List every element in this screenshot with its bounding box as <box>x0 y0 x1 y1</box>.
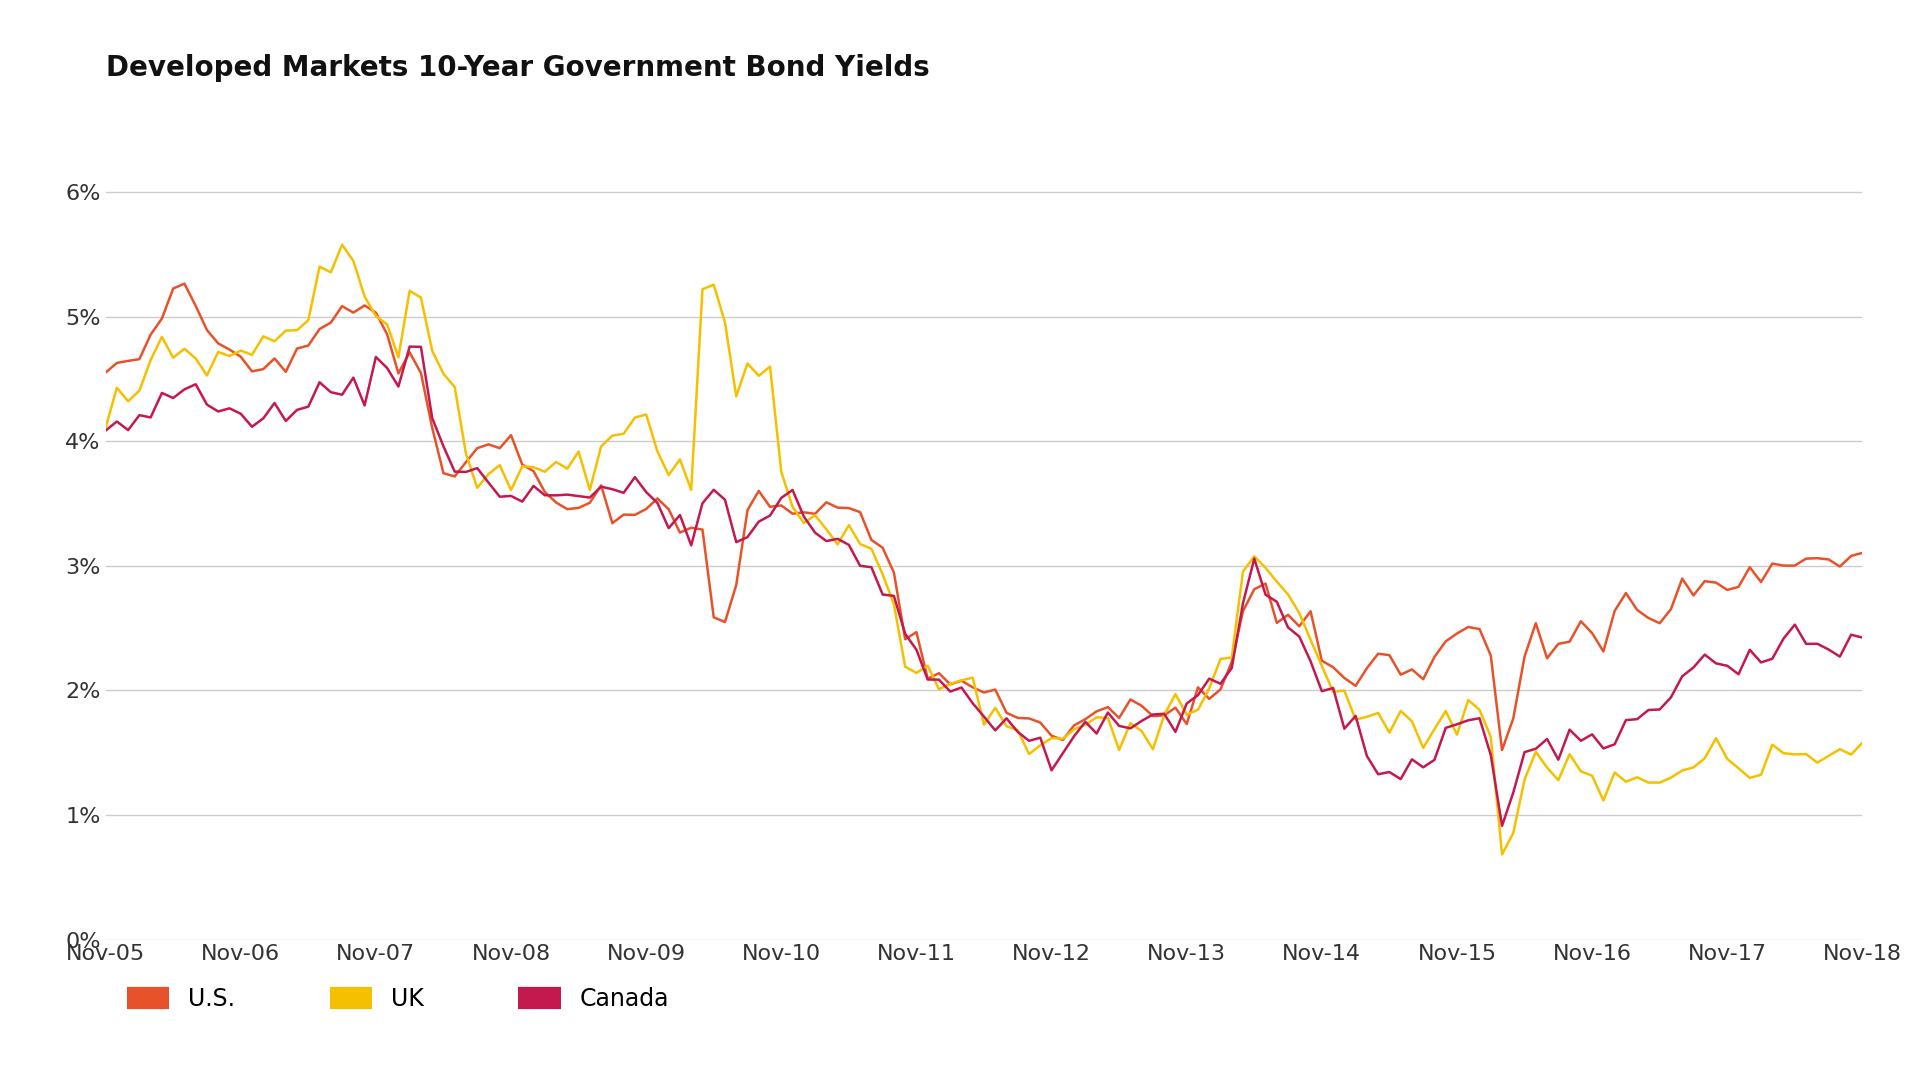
Text: Developed Markets 10-Year Government Bond Yields: Developed Markets 10-Year Government Bon… <box>106 54 929 82</box>
Legend: U.S., UK, Canada: U.S., UK, Canada <box>117 978 680 1021</box>
